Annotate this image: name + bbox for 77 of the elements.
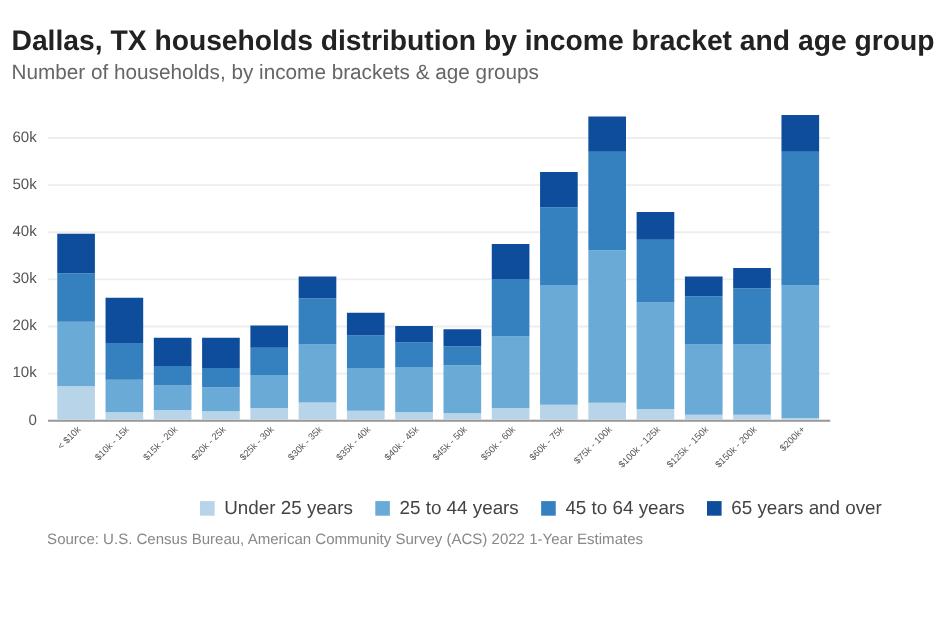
bar	[298, 276, 337, 299]
legend-label: 45 to 64 years	[565, 496, 686, 519]
bar	[491, 408, 530, 420]
bar	[636, 302, 675, 409]
bar	[540, 404, 578, 420]
bar	[684, 344, 723, 415]
legend-label: 65 years and over	[731, 496, 882, 519]
bar	[733, 414, 771, 420]
bar	[636, 212, 675, 240]
bar	[346, 312, 385, 336]
y-tick-label: 10k	[12, 363, 38, 382]
bar	[636, 239, 675, 303]
bar	[250, 347, 289, 376]
source-note: Source: U.S. Census Bureau, American Community Survey (ACS) 2022 1-Year Estimates	[47, 530, 644, 549]
bar	[153, 385, 192, 410]
bar	[298, 402, 337, 420]
legend-label: 25 to 44 years	[399, 496, 520, 519]
bar	[105, 379, 144, 413]
bar	[105, 412, 144, 420]
bar	[636, 408, 675, 420]
bar	[202, 411, 240, 420]
bar	[250, 325, 289, 348]
bar	[733, 268, 771, 289]
bar	[153, 409, 192, 420]
bar	[395, 326, 433, 343]
bar	[491, 336, 530, 409]
bar	[588, 151, 626, 251]
bar	[346, 367, 385, 411]
bar	[781, 285, 820, 418]
bar	[395, 412, 433, 420]
bar	[443, 365, 482, 414]
bar	[250, 408, 289, 420]
bar	[684, 276, 723, 297]
legend-label: Under 25 years	[224, 496, 354, 519]
bar	[153, 366, 192, 386]
bar	[540, 207, 578, 286]
bar	[781, 151, 820, 286]
bar	[395, 367, 433, 413]
chart-subtitle: Number of households, by income brackets & age groups	[11, 62, 539, 85]
bar	[105, 343, 144, 380]
bar	[153, 337, 192, 367]
bar	[781, 114, 820, 152]
bar	[250, 375, 289, 409]
bar	[684, 414, 723, 420]
bar	[443, 413, 482, 420]
bar	[443, 329, 482, 347]
y-tick-label: 30k	[12, 269, 38, 288]
bar	[540, 171, 578, 208]
bar	[202, 387, 240, 412]
bar	[57, 321, 95, 387]
bar	[733, 344, 771, 415]
bar	[202, 337, 240, 368]
bar	[588, 250, 626, 403]
bar	[57, 386, 95, 420]
y-tick-label: 50k	[12, 174, 38, 193]
bar	[298, 298, 337, 345]
y-tick-label: 0	[28, 410, 37, 429]
y-tick-label: 60k	[12, 127, 38, 146]
bar	[588, 116, 626, 152]
chart-title: Dallas, TX households distribution by income bracket and age group	[11, 24, 936, 57]
bar	[346, 410, 385, 420]
bar	[491, 278, 530, 337]
bar	[588, 402, 626, 420]
bar	[540, 285, 578, 405]
bar	[105, 297, 144, 344]
bar	[395, 342, 433, 368]
bar	[57, 233, 95, 274]
bar	[57, 273, 95, 322]
bar	[733, 288, 771, 345]
bar	[346, 335, 385, 368]
y-tick-label: 20k	[12, 316, 38, 335]
y-tick-label: 40k	[12, 222, 38, 241]
bar	[491, 244, 530, 279]
bar	[443, 346, 482, 366]
bar	[202, 367, 240, 388]
bar	[684, 296, 723, 345]
bar	[298, 344, 337, 403]
